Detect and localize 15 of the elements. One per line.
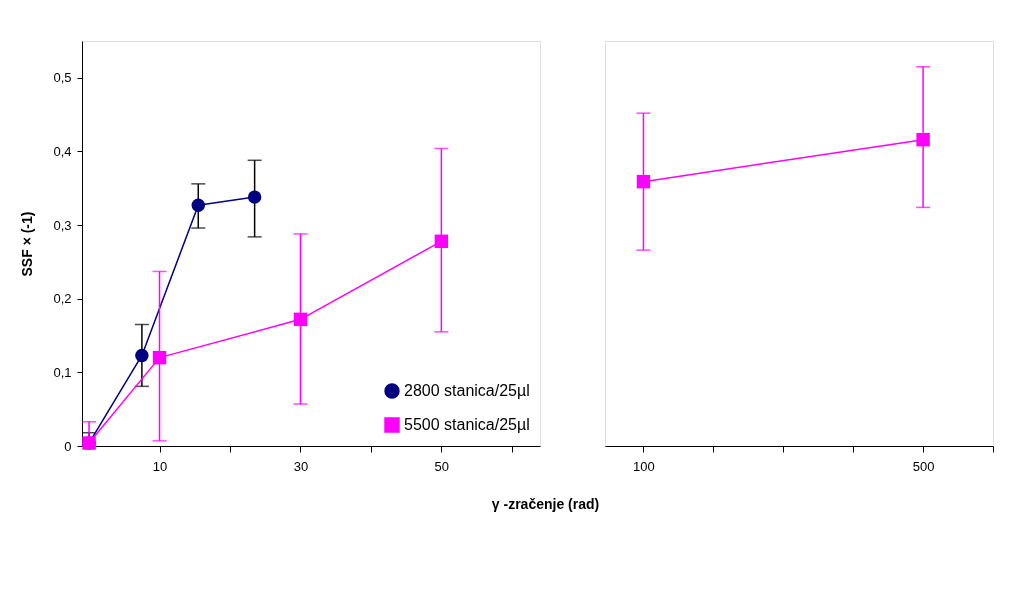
x-tick-label: 100 [633,458,655,474]
x-tick-label: 30 [293,458,309,474]
y-tick-label: 0,2 [53,291,72,307]
y-tick-label: 0,5 [53,70,72,86]
x-tick-label: 10 [152,458,168,474]
legend-label: 5500 stanica/25µl [404,416,530,433]
y-tick-label: 0,4 [53,143,72,159]
x-axis-title: γ -zračenje (rad) [491,495,600,512]
legend-label: 2800 stanica/25µl [404,382,530,399]
y-tick-label: 0 [64,438,72,454]
y-axis-title: SSF × (-1) [19,211,36,277]
x-tick-label: 500 [912,458,935,474]
y-tick-label: 0,3 [53,217,72,233]
x-tick-label: 50 [434,458,450,474]
y-tick-label: 0,1 [53,364,72,380]
